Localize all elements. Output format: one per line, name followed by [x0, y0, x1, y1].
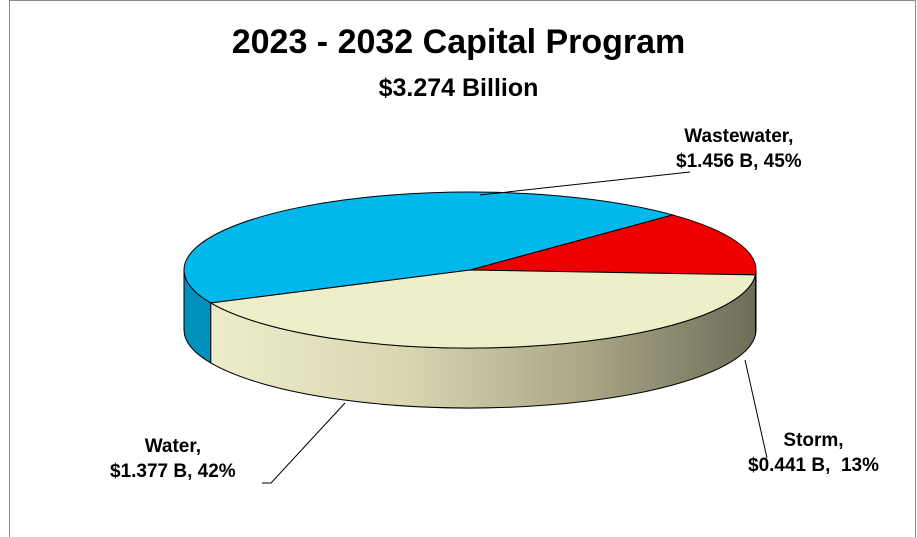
chart-frame: [9, 0, 916, 537]
pie-slice-storm: [469, 214, 757, 276]
label-leaders: [262, 171, 768, 484]
pie-slice-water: [209, 269, 757, 349]
chart-title: 2023 - 2032 Capital Program: [231, 23, 686, 61]
pie-slice-wastewater: [183, 191, 675, 304]
label-water-value: $1.377 B, 42%: [110, 461, 236, 482]
label-storm-value: $0.441 B, 13%: [748, 455, 879, 476]
leader-line-wastewater: [479, 171, 691, 196]
label-water: Water, $1.377 B, 42%: [110, 434, 236, 484]
leader-line-water: [262, 402, 346, 484]
label-wastewater-name: Wastewater,: [684, 126, 794, 147]
chart-subtitle: $3.274 Billion: [378, 74, 539, 102]
label-storm-name: Storm,: [783, 430, 844, 451]
label-water-name: Water,: [144, 436, 202, 457]
label-wastewater: Wastewater, $1.456 B, 45%: [676, 124, 802, 174]
label-storm: Storm, $0.441 B, 13%: [748, 428, 879, 478]
leader-line-storm: [744, 359, 768, 459]
label-wastewater-value: $1.456 B, 45%: [676, 151, 802, 172]
pie-tops: [183, 191, 757, 349]
